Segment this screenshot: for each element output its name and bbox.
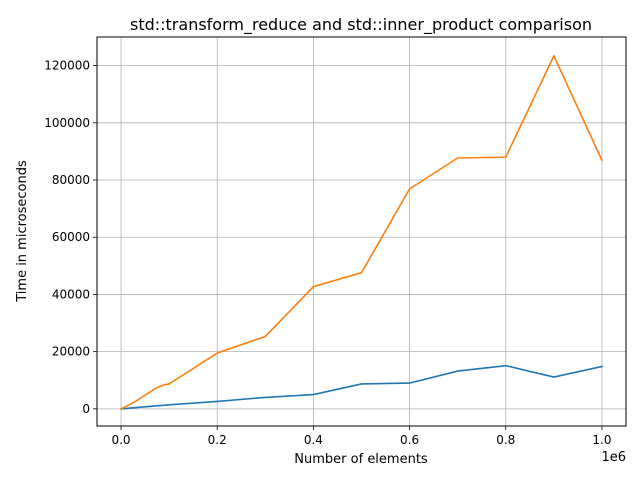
y-tick-label: 80000 xyxy=(52,173,90,187)
axis-ticks: 0.0 0.2 0.4 0.6 0.8 1.0 0 20000 40000 60000 80000 1… xyxy=(44,59,611,447)
x-axis-label: Number of elements xyxy=(294,452,428,467)
x-tick-label: 1.0 xyxy=(592,433,611,447)
x-axis-offset-label: 1e6 xyxy=(601,450,626,465)
y-axis-label: Time in microseconds xyxy=(15,160,30,303)
series-line-1 xyxy=(120,364,603,410)
x-tick-label: 0.4 xyxy=(304,433,323,447)
y-tick-label: 40000 xyxy=(52,287,90,301)
y-tick-label: 20000 xyxy=(52,345,90,359)
y-tick-label: 120000 xyxy=(44,59,90,73)
grid xyxy=(97,37,626,426)
plot-area-frame xyxy=(96,36,627,427)
x-tick-label: 0.2 xyxy=(208,433,227,447)
series-lines xyxy=(119,55,604,410)
y-tick-label: 0 xyxy=(82,402,90,416)
series-line-2 xyxy=(119,55,604,410)
chart-title: std::transform_reduce and std::inner_pro… xyxy=(130,15,592,35)
y-tick-label: 100000 xyxy=(44,116,90,130)
y-tick-label: 60000 xyxy=(52,230,90,244)
x-tick-label: 0.6 xyxy=(400,433,419,447)
x-tick-label: 0.0 xyxy=(111,433,130,447)
x-tick-label: 0.8 xyxy=(496,433,515,447)
